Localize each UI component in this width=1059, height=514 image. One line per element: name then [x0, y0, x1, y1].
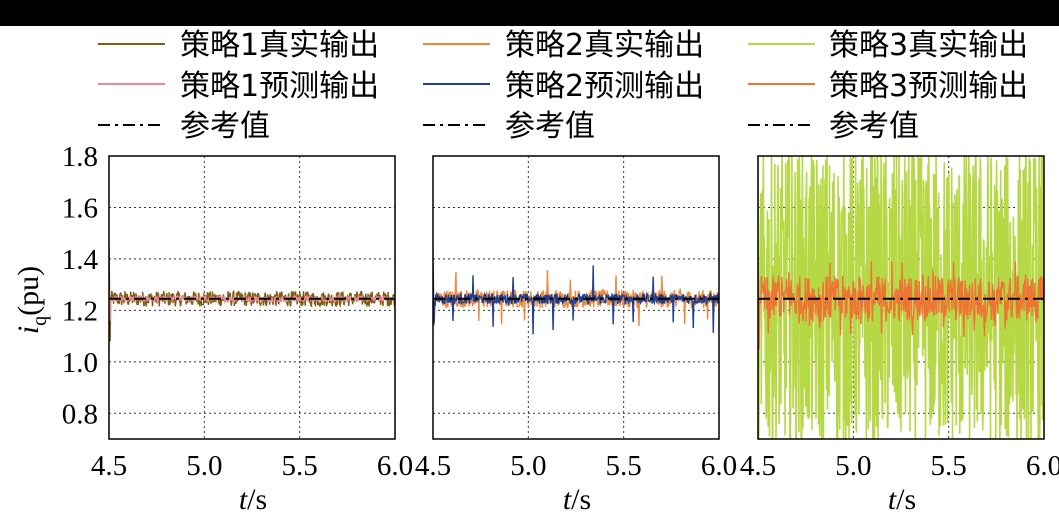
x-tick-label: 5.5 — [606, 450, 642, 482]
legend-3-label-2: 参考值 — [829, 109, 919, 144]
legend-1-label-0: 策略1真实输出 — [180, 28, 379, 63]
y-tick-label: 1.6 — [62, 192, 98, 224]
y-tick-label: 0.8 — [62, 398, 98, 430]
y-axis-title: iq(pu) — [12, 266, 51, 334]
y-tick-label: 1.0 — [62, 347, 98, 379]
x-tick-label: 4.5 — [91, 450, 127, 482]
panel-2: 4.5 5.0 5.5 6.0 — [415, 155, 737, 482]
x-axis-title-3: t/s — [888, 483, 916, 514]
y-axis-title-sub: q — [29, 316, 51, 326]
x-tick-label: 5.0 — [510, 450, 546, 482]
series-line-1 — [433, 245, 719, 327]
legend-panel-1: 策略1真实输出 策略1预测输出 参考值 — [98, 28, 379, 144]
legend-1-label-2: 参考值 — [180, 109, 270, 144]
y-tick-labels: 0.8 1.0 1.2 1.4 1.6 1.8 — [62, 141, 99, 430]
x-tick-label: 5.5 — [931, 450, 967, 482]
x-tick-label: 5.5 — [282, 450, 318, 482]
y-tick-label: 1.8 — [62, 141, 98, 173]
legend-2-label-1: 策略2预测输出 — [505, 69, 704, 104]
x-axis-title-2: t/s — [563, 483, 591, 514]
x-tick-label: 4.5 — [415, 450, 451, 482]
panel-1: 4.5 5.0 5.5 6.0 — [91, 155, 413, 482]
y-axis-title-var: i — [12, 326, 45, 334]
series-line-1 — [758, 156, 1044, 439]
y-axis-title-unit: (pu) — [12, 266, 45, 316]
legend-1-label-1: 策略1预测输出 — [180, 69, 379, 104]
legend-3-label-0: 策略3真实输出 — [829, 28, 1028, 63]
x-tick-label: 5.0 — [835, 450, 871, 482]
plot-frame — [757, 155, 1045, 440]
svg-text:iq(pu): iq(pu) — [12, 266, 51, 334]
x-tick-label: 6.0 — [377, 450, 413, 482]
legend-panel-3: 策略3真实输出 策略3预测输出 参考值 — [748, 28, 1028, 144]
panel-3: 4.5 5.0 5.5 6.0 — [740, 155, 1059, 482]
plot-frame — [432, 155, 720, 440]
legend-panel-2: 策略2真实输出 策略2预测输出 参考值 — [423, 28, 704, 144]
legend-3-label-1: 策略3预测输出 — [829, 69, 1028, 104]
legend-2-label-2: 参考值 — [505, 109, 595, 144]
series-line-1 — [109, 245, 395, 342]
legend-2-label-0: 策略2真实输出 — [505, 28, 704, 63]
y-tick-label: 1.4 — [62, 244, 99, 276]
series-line-2 — [433, 264, 719, 335]
plot-frame — [108, 155, 396, 440]
x-tick-label: 5.0 — [186, 450, 222, 482]
x-axis-title-1: t/s — [239, 483, 267, 514]
x-tick-label: 4.5 — [740, 450, 776, 482]
top-banner — [0, 0, 1059, 26]
series-line-2 — [758, 258, 1044, 350]
x-tick-label: 6.0 — [1026, 450, 1059, 482]
x-tick-label: 6.0 — [701, 450, 737, 482]
y-tick-label: 1.2 — [62, 295, 98, 327]
